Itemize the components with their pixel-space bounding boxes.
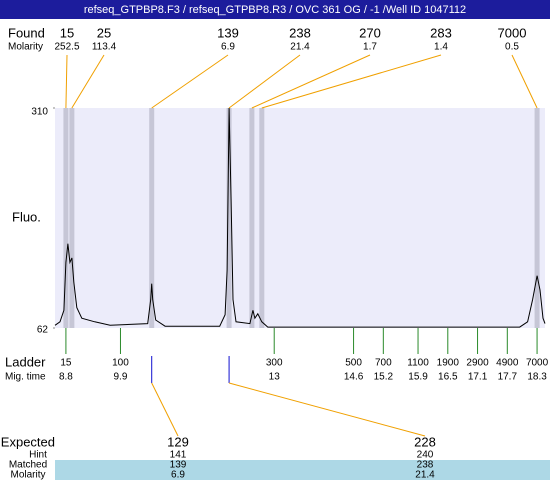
found-size: 270 (359, 25, 381, 40)
ladder-size: 1100 (407, 358, 429, 369)
y-tick-label: 310 (31, 107, 48, 118)
found-molarity-label: Molarity (8, 42, 43, 53)
matched-row-bg (55, 460, 550, 470)
found-molarity: 0.5 (505, 42, 519, 53)
found-size: 25 (97, 25, 111, 40)
found-molarity: 21.4 (290, 42, 310, 53)
y-tick-label: 62 (37, 325, 49, 336)
found-size: 283 (430, 25, 452, 40)
ladder-mig-time: 18.3 (527, 372, 547, 383)
expected-connector (228, 382, 426, 437)
found-size: 7000 (498, 25, 527, 40)
peak-band (259, 108, 265, 328)
ladder-label: Ladder (5, 354, 46, 369)
found-connector (261, 54, 442, 109)
ladder-mig-time: 16.5 (438, 372, 458, 383)
found-molarity: 252.5 (54, 42, 79, 53)
plot-area (55, 108, 545, 328)
expected-molarity-label: Molarity (10, 470, 45, 480)
title-bar (0, 0, 550, 19)
peak-band (63, 108, 69, 328)
ladder-mig-time: 17.7 (498, 372, 518, 383)
found-connector (151, 54, 229, 109)
found-connector (251, 54, 371, 109)
found-size: 15 (60, 25, 74, 40)
found-connector (511, 54, 538, 109)
found-molarity: 1.4 (434, 42, 448, 53)
ladder-size: 100 (112, 358, 129, 369)
y-axis-label: Fluo. (12, 209, 41, 224)
ladder-size: 2900 (466, 358, 489, 369)
found-connector (228, 54, 301, 109)
molarity-row-bg (55, 470, 550, 480)
hint-label: Hint (29, 450, 47, 461)
ladder-mig-time: 9.9 (114, 372, 128, 383)
trace (54, 107, 546, 328)
mig-time-label: Mig. time (5, 372, 46, 383)
expected-hint: 141 (170, 450, 187, 461)
found-connector (71, 54, 105, 109)
expected-matched: 139 (170, 460, 187, 471)
expected-connector (151, 382, 179, 437)
ladder-size: 500 (345, 358, 362, 369)
ladder-size: 300 (266, 358, 283, 369)
ladder-size: 700 (375, 358, 392, 369)
ladder-mig-time: 8.8 (59, 372, 73, 383)
ladder-mig-time: 14.6 (344, 372, 364, 383)
found-label: Found (8, 25, 45, 40)
found-size: 238 (289, 25, 311, 40)
expected-molarity: 21.4 (415, 470, 435, 480)
found-size: 139 (217, 25, 239, 40)
ladder-size: 1900 (437, 358, 460, 369)
ladder-mig-time: 15.9 (408, 372, 428, 383)
peak-band (249, 108, 255, 328)
ladder-size: 4900 (496, 358, 519, 369)
found-molarity: 113.4 (92, 42, 117, 53)
ladder-size: 15 (60, 358, 72, 369)
found-connector (65, 54, 68, 109)
found-molarity: 1.7 (363, 42, 377, 53)
peak-band (226, 108, 232, 328)
found-molarity: 6.9 (221, 42, 235, 53)
expected-molarity: 6.9 (171, 470, 185, 480)
ladder-mig-time: 13 (269, 372, 281, 383)
matched-label: Matched (9, 460, 47, 471)
expected-value: 228 (414, 434, 436, 449)
ladder-mig-time: 17.1 (468, 372, 488, 383)
expected-hint: 240 (417, 450, 434, 461)
ladder-mig-time: 15.2 (374, 372, 394, 383)
expected-matched: 238 (417, 460, 434, 471)
peak-band (534, 108, 540, 328)
expected-value: 129 (167, 434, 189, 449)
ladder-size: 7000 (526, 358, 549, 369)
peak-band (149, 108, 155, 328)
peak-band (69, 108, 75, 328)
chart-title: refseq_GTPBP8.F3 / refseq_GTPBP8.R3 / OV… (84, 4, 466, 16)
expected-label: Expected (1, 434, 55, 449)
